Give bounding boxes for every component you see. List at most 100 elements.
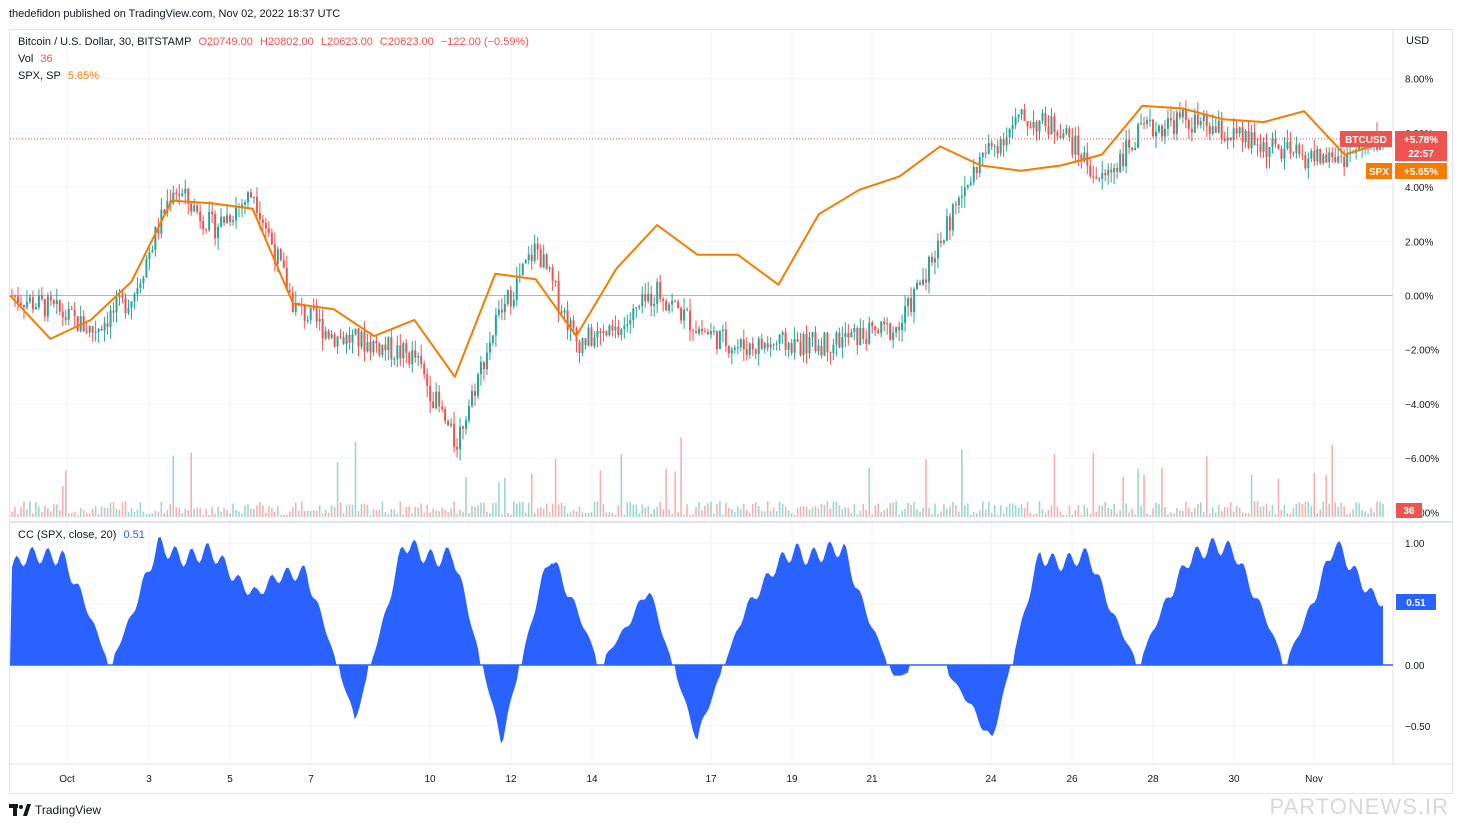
volume-bar [178, 507, 181, 517]
volume-bar [993, 505, 996, 517]
volume-bar [901, 510, 903, 517]
candle-body [868, 322, 871, 344]
volume-bar [566, 513, 569, 517]
volume-bar [515, 503, 518, 517]
candle-body [596, 330, 599, 338]
candle-body [1053, 116, 1056, 132]
volume-bar [1349, 512, 1351, 517]
candle-body [1143, 123, 1146, 125]
volume-bar [1325, 474, 1328, 517]
candle-body [363, 331, 366, 352]
candle-body [662, 298, 665, 302]
candle-body [963, 187, 966, 197]
candle-body [79, 316, 82, 331]
volume-bar [253, 508, 255, 517]
volume-bar [784, 506, 787, 517]
legend-spx-value: 5.65% [67, 70, 100, 82]
volume-bar [1074, 510, 1077, 517]
candle-body [808, 337, 811, 354]
volume-bar [964, 505, 966, 517]
candle-body [925, 279, 927, 283]
candle-body [1229, 137, 1232, 140]
candle-body [1286, 141, 1289, 149]
volume-bar [662, 508, 664, 517]
cc-tick-label: 0.00 [1405, 661, 1425, 672]
volume-bar [1364, 511, 1366, 517]
candle-body [889, 323, 892, 340]
candle-body [58, 300, 61, 312]
candle-body [94, 332, 97, 334]
cc-tick-label: −0.50 [1405, 722, 1431, 733]
volume-bar [193, 508, 196, 517]
volume-bar [856, 514, 859, 517]
volume-bar [701, 510, 703, 517]
volume-bar [1220, 510, 1223, 517]
candle-body [133, 294, 136, 302]
candle-body [1116, 168, 1119, 172]
candle-body [1065, 128, 1068, 134]
volume-bar [698, 501, 700, 517]
candle-body [243, 202, 246, 205]
volume-bar [533, 512, 536, 517]
volume-bar [1343, 505, 1345, 517]
volume-bar [1116, 513, 1118, 517]
volume-bar [357, 511, 360, 517]
candle-body [1337, 156, 1340, 163]
volume-bar [468, 512, 470, 517]
volume-bar [1011, 503, 1014, 517]
volume-bar [1241, 512, 1244, 517]
candle-body [318, 319, 321, 322]
candle-body [264, 222, 267, 229]
candle-body [432, 401, 435, 409]
volume-bar [999, 505, 1002, 517]
candle-body [378, 343, 381, 355]
volume-bar [868, 467, 871, 517]
volume-bar [450, 508, 452, 517]
candle-body [551, 267, 554, 282]
volume-bar [402, 514, 405, 517]
volume-bar [38, 506, 40, 517]
volume-bar [393, 509, 396, 517]
volume-bar [11, 511, 13, 517]
candle-body [799, 341, 802, 356]
btc-legend: Bitcoin / U.S. Dollar, 30, BITSTAMP O207… [18, 36, 533, 48]
candle-body [130, 301, 133, 308]
candle-body [1122, 153, 1125, 167]
volume-bar [1152, 508, 1154, 517]
volume-bar [1071, 514, 1074, 517]
volume-bar [1319, 509, 1322, 517]
candle-body [972, 166, 975, 183]
volume-bar [360, 503, 363, 517]
volume-bar [955, 504, 957, 517]
volume-bar [692, 514, 694, 517]
volume-bar [196, 507, 198, 517]
tradingview-brand[interactable]: TradingView [9, 803, 101, 817]
candle-body [324, 330, 327, 339]
volume-bar [934, 503, 936, 517]
volume-bar [751, 503, 754, 517]
volume-bar [91, 508, 94, 517]
candle-body [1208, 125, 1211, 134]
volume-bar [883, 509, 885, 517]
volume-bar [928, 507, 930, 517]
candle-body [1044, 112, 1047, 127]
volume-bar [763, 511, 766, 517]
volume-bar [58, 509, 61, 517]
volume-bar [1053, 453, 1056, 517]
volume-bar [315, 510, 318, 517]
candle-body [1035, 122, 1038, 132]
volume-bar [650, 513, 653, 517]
candle-body [1331, 152, 1334, 158]
volume-bar [728, 507, 730, 517]
volume-bar [1005, 507, 1008, 517]
volume-bar [303, 510, 306, 517]
candle-body [581, 338, 584, 353]
volume-bar [262, 505, 264, 517]
candle-body [399, 345, 402, 359]
volume-bar [548, 512, 551, 517]
chart-frame[interactable] [9, 29, 1453, 794]
volume-bar [814, 506, 817, 517]
candle-body [692, 330, 695, 332]
volume-bar [106, 508, 109, 517]
